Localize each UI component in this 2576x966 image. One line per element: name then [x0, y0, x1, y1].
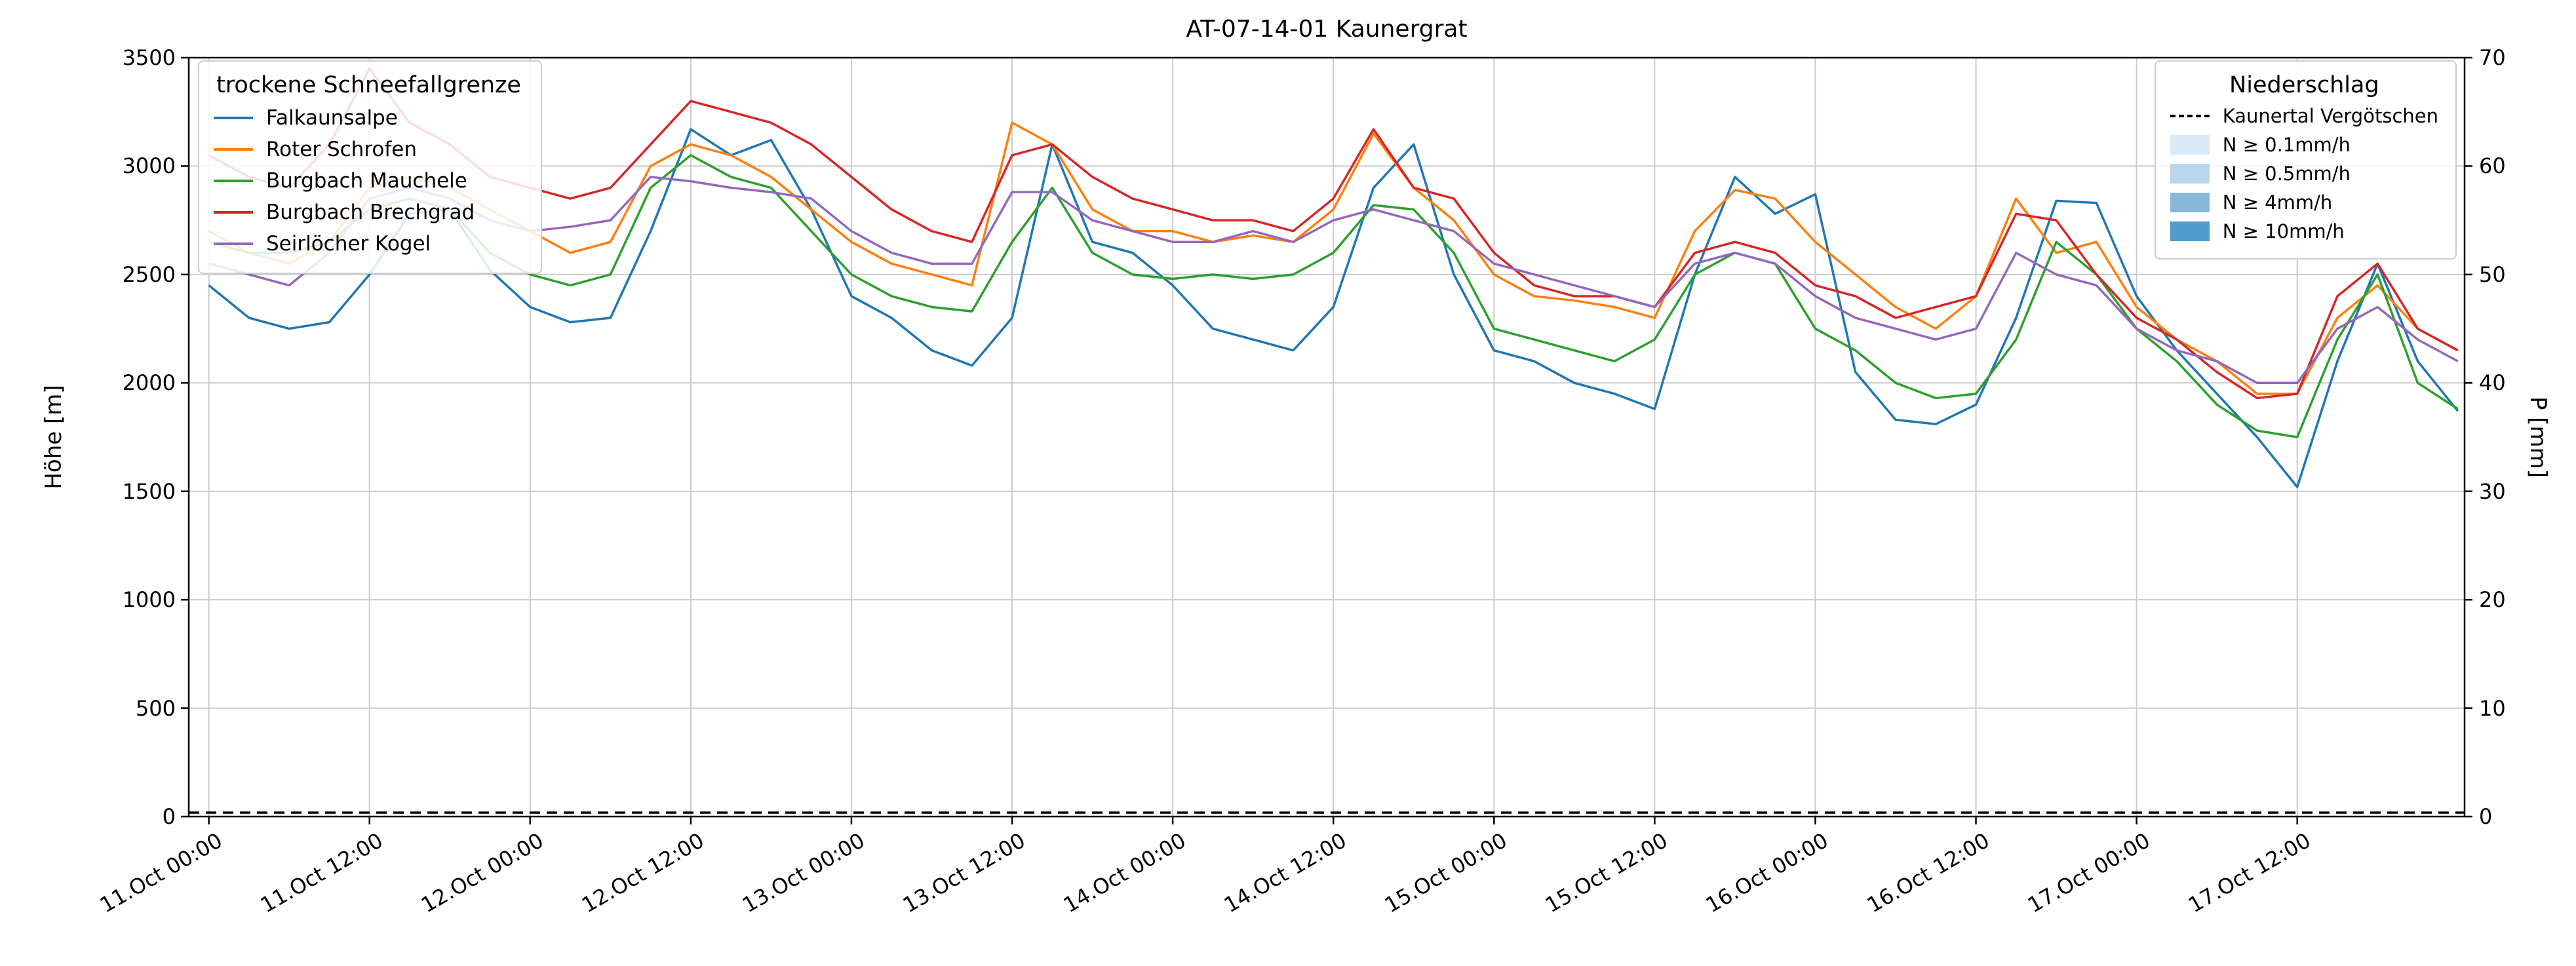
- legend-entry: Falkaunsalpe: [214, 106, 524, 130]
- legend-entry-label: N ≥ 0.1mm/h: [2222, 134, 2351, 156]
- series-line-falkaunsalpe: [208, 128, 2459, 488]
- series-line-burgbach-brechgrad: [208, 67, 2459, 400]
- legend-entry: N ≥ 0.1mm/h: [2170, 134, 2438, 156]
- legend-precip: Niederschlag Kaunertal Vergötschen N ≥ 0…: [2154, 60, 2457, 260]
- series-line-seirl-cher-kogel: [208, 176, 2459, 385]
- precip-patch-10: [2170, 222, 2210, 241]
- legend-entry: N ≥ 0.5mm/h: [2170, 163, 2438, 185]
- legend-entry-label: Roter Schrofen: [266, 138, 417, 161]
- legend-entry-label: N ≥ 0.5mm/h: [2222, 163, 2351, 185]
- line-swatch-roter-schrofen: [214, 148, 253, 151]
- line-swatch-burgbach-mauchele: [214, 180, 253, 182]
- series-line-burgbach-mauchele: [208, 154, 2459, 438]
- legend-entry-label: Kaunertal Vergötschen: [2222, 105, 2438, 127]
- legend-entry-label: N ≥ 10mm/h: [2222, 220, 2345, 242]
- legend-entry: Seirlöcher Kogel: [214, 232, 524, 256]
- legend-entry-label: N ≥ 4mm/h: [2222, 191, 2333, 214]
- precip-patch-0p1: [2170, 135, 2210, 155]
- legend-entry: Burgbach Brechgrad: [214, 201, 524, 224]
- line-swatch-burgbach-brechgrad: [214, 211, 253, 214]
- precip-patch-4: [2170, 193, 2210, 212]
- legend-snowline-title: trockene Schneefallgrenze: [216, 72, 521, 98]
- legend-entry: N ≥ 4mm/h: [2170, 191, 2438, 214]
- legend-entry-label: Falkaunsalpe: [266, 106, 398, 130]
- precip-patch-0p5: [2170, 164, 2210, 184]
- legend-snowline: trockene Schneefallgrenze Falkaunsalpe R…: [198, 60, 542, 274]
- plot-border: [187, 56, 2466, 818]
- legend-entry: N ≥ 10mm/h: [2170, 220, 2438, 242]
- dashed-line-swatch: [2170, 115, 2210, 117]
- legend-entry: Kaunertal Vergötschen: [2170, 105, 2438, 127]
- legend-entry-label: Burgbach Mauchele: [266, 169, 467, 193]
- line-swatch-falkaunsalpe: [214, 117, 253, 119]
- legend-precip-title: Niederschlag: [2229, 72, 2379, 98]
- legend-entry: Roter Schrofen: [214, 138, 524, 161]
- legend-entry-label: Seirlöcher Kogel: [266, 232, 431, 256]
- series-line-roter-schrofen: [208, 121, 2459, 395]
- legend-entry-label: Burgbach Brechgrad: [266, 201, 475, 224]
- legend-entry: Burgbach Mauchele: [214, 169, 524, 193]
- chart-title: AT-07-14-01 Kaunergrat: [1186, 16, 1468, 43]
- line-swatch-seirloecher-kogel: [214, 242, 253, 245]
